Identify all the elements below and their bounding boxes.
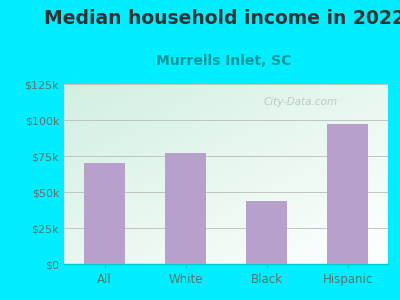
Text: Median household income in 2022: Median household income in 2022 xyxy=(44,9,400,28)
Bar xyxy=(84,163,125,264)
Bar xyxy=(327,124,368,264)
Text: Murrells Inlet, SC: Murrells Inlet, SC xyxy=(156,54,292,68)
Text: City-Data.com: City-Data.com xyxy=(264,97,338,107)
Bar xyxy=(165,153,206,264)
Bar xyxy=(246,201,287,264)
